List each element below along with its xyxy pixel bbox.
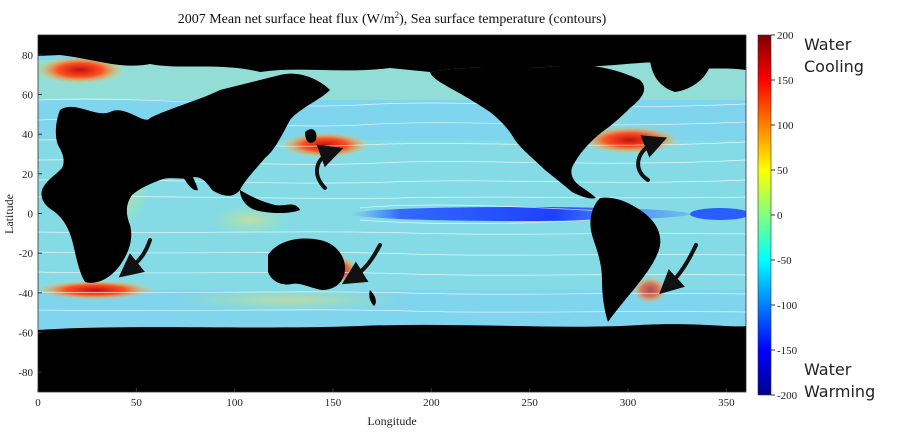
colorbar-tick-label: -100 — [777, 300, 798, 312]
y-tick-label: 80 — [22, 50, 34, 62]
map-plot — [38, 35, 746, 392]
y-tick-label: -60 — [18, 328, 33, 340]
x-tick-label: 300 — [620, 397, 637, 409]
annotation-warming-line2: Warming — [804, 382, 875, 401]
colorbar — [757, 34, 772, 396]
colorbar-tick-label: -150 — [777, 345, 798, 357]
y-tick-label: -20 — [18, 248, 33, 260]
annotation-warming-line1: Water — [804, 360, 852, 379]
arrow-brazil — [659, 243, 698, 295]
annotation-cooling-line1: Water — [804, 35, 852, 54]
colorbar-tick-label: 50 — [777, 165, 789, 177]
land-masses — [38, 35, 746, 392]
x-tick-label: 250 — [521, 397, 538, 409]
y-tick-label: -80 — [18, 367, 33, 379]
y-tick-label: -40 — [18, 288, 33, 300]
colorbar-tick-label: 200 — [777, 30, 794, 42]
colorbar-tick-label: 150 — [777, 75, 794, 87]
x-tick-label: 0 — [35, 397, 41, 409]
agulhas-hotspot — [38, 280, 155, 300]
y-tick-label: 20 — [22, 169, 34, 181]
arrow-east-australian — [341, 243, 382, 285]
x-tick-label: 50 — [131, 397, 143, 409]
australia — [268, 238, 345, 290]
chart-title: 2007 Mean net surface heat flux (W/m2), … — [178, 10, 607, 27]
arrow-kuroshio — [315, 144, 344, 190]
south-america — [590, 197, 661, 322]
arrow-gulf-stream — [636, 135, 668, 182]
colorbar-tick-label: 0 — [777, 210, 783, 222]
colorbar-ticks: 200 150 100 50 0 -50 -100 -150 -200 — [771, 30, 798, 402]
colorbar-tick-label: -50 — [777, 255, 792, 267]
x-axis-label: Longitude — [367, 414, 416, 428]
colorbar-tick-label: 100 — [777, 120, 794, 132]
x-tick-label: 100 — [226, 397, 243, 409]
x-axis: 0 50 100 150 200 250 300 350 — [35, 388, 735, 409]
y-tick-label: 60 — [22, 90, 34, 102]
annotation-cooling-line2: Cooling — [804, 57, 864, 76]
y-tick-label: 40 — [22, 129, 34, 141]
antarctica — [38, 324, 746, 392]
x-tick-label: 150 — [325, 397, 342, 409]
x-tick-label: 200 — [423, 397, 440, 409]
colorbar-tick-label: -200 — [777, 390, 798, 402]
x-tick-label: 350 — [718, 397, 735, 409]
arctic — [38, 35, 746, 72]
y-tick-label: 0 — [28, 209, 34, 221]
circulation-arrows — [118, 135, 698, 295]
north-america — [430, 64, 645, 199]
y-axis: 80 60 40 20 0 -20 -40 -60 -80 — [18, 50, 42, 379]
y-axis-label: Latitude — [2, 194, 16, 234]
arrow-agulhas — [118, 238, 152, 278]
